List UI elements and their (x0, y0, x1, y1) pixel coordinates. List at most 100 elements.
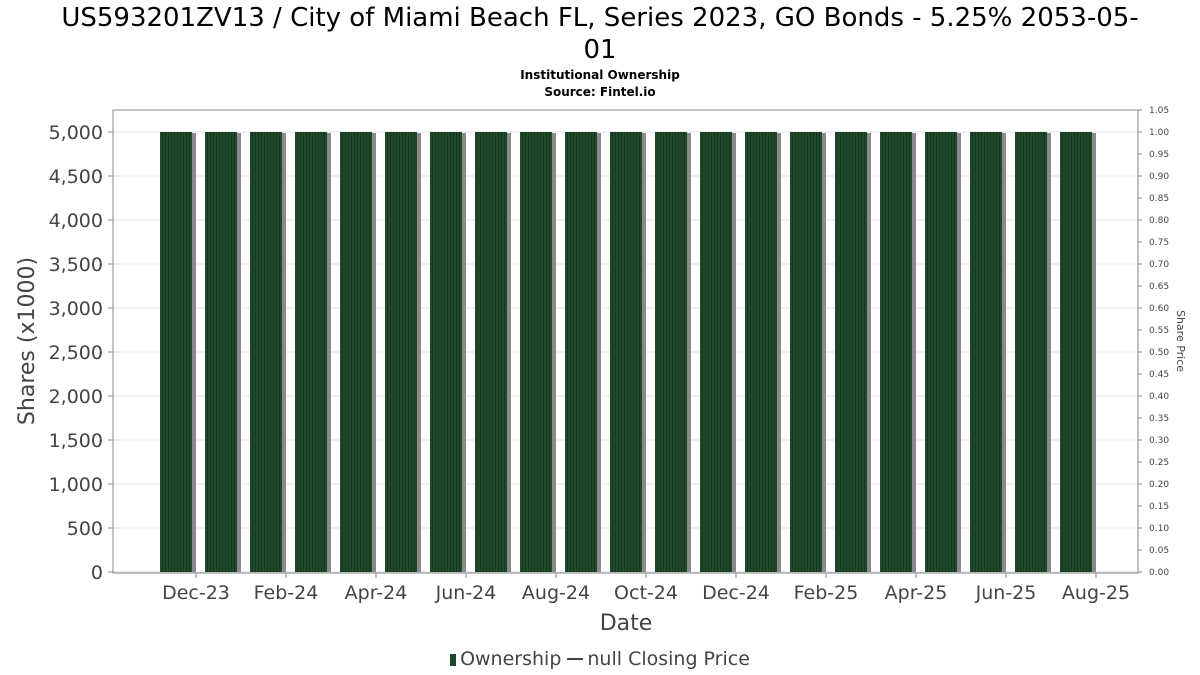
y2-tick-label: 0.90 (1149, 172, 1169, 182)
x-tick-label: Feb-25 (794, 582, 859, 604)
bars (160, 132, 1096, 572)
bar-shadow (1001, 133, 1006, 572)
y2-tick-label: 0.25 (1149, 458, 1169, 468)
x-axis-ticks: Dec-23 Feb-24 Apr-24 Jun-24 Aug-24 Oct-24 Dec-… (162, 573, 1130, 604)
bar-shadow (1091, 133, 1096, 572)
y2-tick-label: 0.95 (1149, 150, 1169, 160)
y2-tick-label: 0.10 (1149, 524, 1169, 534)
y-tick-label: 3,000 (49, 298, 103, 320)
bar-shadow (776, 133, 781, 572)
price-legend-line (567, 658, 584, 660)
y2-axis-ticks: 0.00 0.05 0.10 0.15 0.20 0.25 0.30 0.35 0.40 0.45… (1138, 106, 1169, 578)
x-tick-label: Dec-24 (702, 582, 770, 604)
bar (1015, 132, 1047, 572)
y2-tick-label: 0.35 (1149, 414, 1169, 424)
bar-shadow (416, 133, 421, 572)
bar (610, 132, 642, 572)
bar-shadow (1046, 133, 1051, 572)
x-tick-label: Aug-25 (1062, 582, 1130, 604)
y2-tick-label: 1.05 (1149, 106, 1169, 116)
bar (205, 132, 237, 572)
x-tick-label: Feb-24 (254, 582, 319, 604)
bar-shadow (731, 133, 736, 572)
y2-tick-label: 0.60 (1149, 304, 1169, 314)
bar (340, 132, 372, 572)
chart-title-line2: 01 (583, 35, 617, 65)
y-tick-label: 4,000 (49, 210, 103, 232)
bar-shadow (506, 133, 511, 572)
y-axis-ticks: 0 500 1,000 1,500 2,000 2,500 3,000 3,500 4,000 4… (49, 122, 113, 584)
y-tick-label: 1,500 (49, 430, 103, 452)
bar (430, 132, 462, 572)
bar (385, 132, 417, 572)
bar (880, 132, 912, 572)
bar-shadow (461, 133, 466, 572)
y2-tick-label: 0.00 (1149, 568, 1169, 578)
y2-tick-label: 0.40 (1149, 392, 1169, 402)
y-axis-label: Shares (x1000) (15, 257, 40, 425)
bar-shadow (371, 133, 376, 572)
y2-tick-label: 0.15 (1149, 502, 1169, 512)
bar (160, 132, 192, 572)
ownership-legend-label: Ownership (460, 648, 562, 670)
y2-tick-label: 0.30 (1149, 436, 1169, 446)
ownership-legend-swatch (450, 654, 457, 666)
x-tick-label: Jun-25 (975, 582, 1037, 604)
y-tick-label: 1,000 (49, 474, 103, 496)
chart-title-line1: US593201ZV13 / City of Miami Beach FL, S… (61, 3, 1139, 33)
bar (790, 132, 822, 572)
chart-subtitle: Institutional Ownership (520, 68, 680, 82)
bar-shadow (821, 133, 826, 572)
y2-tick-label: 0.85 (1149, 194, 1169, 204)
bar-shadow (866, 133, 871, 572)
bar-shadow (191, 133, 196, 572)
y2-tick-label: 0.45 (1149, 370, 1169, 380)
bar-shadow (911, 133, 916, 572)
y-tick-label: 0 (91, 562, 103, 584)
y2-tick-label: 0.70 (1149, 260, 1169, 270)
bar (520, 132, 552, 572)
bar-shadow (551, 133, 556, 572)
y-tick-label: 2,500 (49, 342, 103, 364)
bar (970, 132, 1002, 572)
y-tick-label: 500 (67, 518, 103, 540)
bar (835, 132, 867, 572)
bar-shadow (686, 133, 691, 572)
y-tick-label: 3,500 (49, 254, 103, 276)
y-tick-label: 2,000 (49, 386, 103, 408)
y2-tick-label: 0.05 (1149, 546, 1169, 556)
y2-tick-label: 0.75 (1149, 238, 1169, 248)
chart-source: Source: Fintel.io (544, 85, 656, 99)
chart-legend: Ownership null Closing Price (0, 648, 1200, 670)
x-tick-label: Apr-24 (345, 582, 408, 604)
bar-shadow (281, 133, 286, 572)
x-axis-label: Date (600, 611, 653, 636)
bar-shadow (326, 133, 331, 572)
y2-tick-label: 1.00 (1149, 128, 1169, 138)
bar (700, 132, 732, 572)
y2-tick-label: 0.65 (1149, 282, 1169, 292)
y-tick-label: 4,500 (49, 166, 103, 188)
bar-shadow (596, 133, 601, 572)
bar (475, 132, 507, 572)
plot-area (112, 109, 1139, 574)
bar (295, 132, 327, 572)
y2-tick-label: 0.55 (1149, 326, 1169, 336)
x-tick-label: Apr-25 (885, 582, 948, 604)
y2-tick-label: 0.80 (1149, 216, 1169, 226)
x-tick-label: Oct-24 (614, 582, 678, 604)
bar (1060, 132, 1092, 572)
bar (250, 132, 282, 572)
bar (925, 132, 957, 572)
y2-tick-label: 0.20 (1149, 480, 1169, 490)
bar (655, 132, 687, 572)
x-tick-label: Aug-24 (522, 582, 590, 604)
price-legend-label: null Closing Price (587, 648, 750, 670)
bar (745, 132, 777, 572)
x-tick-label: Dec-23 (162, 582, 230, 604)
bar (565, 132, 597, 572)
y2-axis-label: Share Price (1174, 310, 1187, 372)
bar-shadow (236, 133, 241, 572)
y-tick-label: 5,000 (49, 122, 103, 144)
